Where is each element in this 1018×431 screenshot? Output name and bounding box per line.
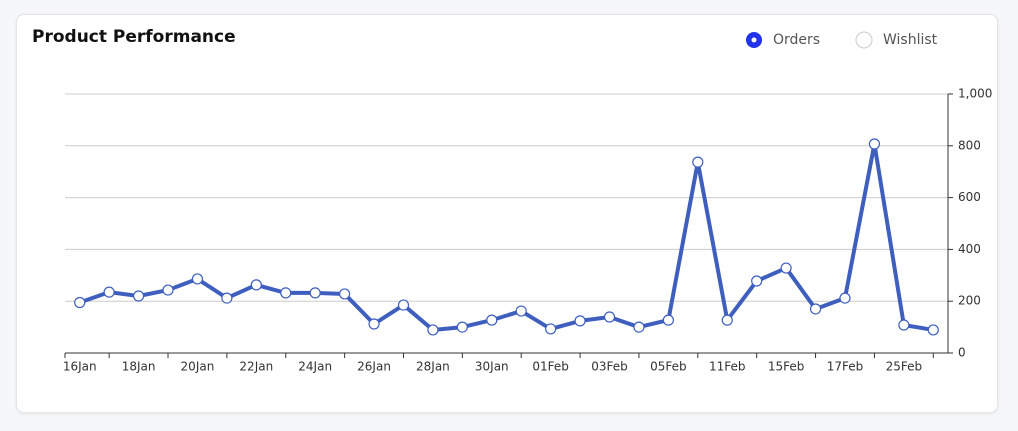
data-point[interactable] bbox=[191, 273, 204, 285]
card bbox=[16, 14, 998, 413]
x-tick-label: 25Feb bbox=[886, 360, 923, 374]
data-point[interactable] bbox=[74, 296, 86, 309]
data-point[interactable] bbox=[545, 323, 557, 335]
data-point[interactable] bbox=[250, 279, 262, 291]
x-tick-label: 16Jan bbox=[63, 360, 97, 374]
data-point[interactable] bbox=[662, 314, 674, 326]
x-tick-label: 26Jan bbox=[357, 360, 391, 374]
data-point[interactable] bbox=[456, 321, 468, 333]
data-point[interactable] bbox=[162, 284, 174, 296]
y-tick-label: 600 bbox=[958, 190, 981, 204]
x-tick-label: 30Jan bbox=[475, 360, 509, 374]
legend-radio[interactable] bbox=[855, 31, 873, 49]
legend-label[interactable]: Orders bbox=[773, 32, 820, 48]
data-point[interactable] bbox=[809, 303, 822, 315]
y-tick-label: 200 bbox=[958, 294, 981, 308]
data-point[interactable] bbox=[574, 315, 586, 327]
x-tick-label: 18Jan bbox=[122, 360, 156, 374]
data-point[interactable] bbox=[839, 292, 851, 304]
data-point[interactable] bbox=[633, 321, 645, 333]
y-tick-label: 1,000 bbox=[958, 87, 992, 101]
data-point[interactable] bbox=[221, 292, 233, 304]
data-point[interactable] bbox=[515, 305, 527, 317]
data-point[interactable] bbox=[486, 314, 498, 326]
y-tick-label: 400 bbox=[958, 242, 981, 256]
chart-title: Product Performance bbox=[32, 27, 236, 47]
data-point[interactable] bbox=[603, 311, 616, 323]
x-tick-label: 17Feb bbox=[827, 360, 864, 374]
data-point[interactable] bbox=[751, 275, 763, 287]
data-point[interactable] bbox=[368, 318, 380, 330]
x-tick-label: 20Jan bbox=[181, 360, 215, 374]
data-point[interactable] bbox=[397, 299, 410, 311]
data-point[interactable] bbox=[721, 314, 733, 326]
y-tick-label: 0 bbox=[958, 346, 966, 360]
x-tick-label: 05Feb bbox=[650, 360, 687, 374]
x-tick-label: 01Feb bbox=[532, 360, 569, 374]
data-point[interactable] bbox=[280, 287, 292, 299]
x-tick-label: 28Jan bbox=[416, 360, 450, 374]
x-tick-label: 15Feb bbox=[768, 360, 805, 374]
y-tick-label: 800 bbox=[958, 138, 981, 152]
data-point[interactable] bbox=[427, 324, 439, 336]
series-line bbox=[79, 141, 934, 332]
data-point[interactable] bbox=[339, 288, 351, 300]
legend-label[interactable]: Wishlist bbox=[883, 32, 938, 48]
data-point[interactable] bbox=[780, 262, 792, 274]
x-tick-label: 22Jan bbox=[239, 360, 273, 374]
legend-radio-dot bbox=[751, 37, 757, 43]
data-point[interactable] bbox=[898, 319, 910, 331]
data-point[interactable] bbox=[692, 156, 704, 168]
data-point[interactable] bbox=[927, 324, 939, 336]
data-point[interactable] bbox=[103, 286, 115, 298]
data-point[interactable] bbox=[868, 138, 881, 150]
x-tick-label: 03Feb bbox=[591, 360, 628, 374]
data-point[interactable] bbox=[132, 290, 145, 302]
x-tick-label: 24Jan bbox=[298, 360, 332, 374]
data-point[interactable] bbox=[309, 287, 321, 299]
x-tick-label: 11Feb bbox=[709, 360, 746, 374]
